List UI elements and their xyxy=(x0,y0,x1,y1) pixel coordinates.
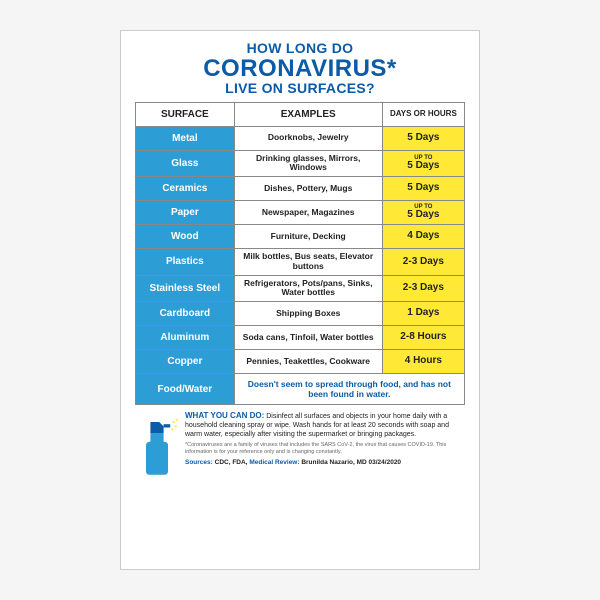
examples-cell: Milk bottles, Bus seats, Elevator button… xyxy=(234,249,382,276)
examples-cell: Furniture, Decking xyxy=(234,225,382,249)
examples-cell: Newspaper, Magazines xyxy=(234,201,382,225)
surface-cell: Aluminum xyxy=(136,326,235,350)
footer-block: WHAT YOU CAN DO: Disinfect all surfaces … xyxy=(135,411,465,477)
surface-cell: Food/Water xyxy=(136,374,235,405)
duration-cell: 2-3 Days xyxy=(382,275,464,302)
title-big: CORONAVIRUS* xyxy=(135,56,465,81)
examples-cell: Soda cans, Tinfoil, Water bottles xyxy=(234,326,382,350)
examples-cell: Pennies, Teakettles, Cookware xyxy=(234,350,382,374)
sources-label: Sources: xyxy=(185,459,213,466)
duration-cell: 2-3 Days xyxy=(382,249,464,276)
surface-cell: Plastics xyxy=(136,249,235,276)
spray-bottle-icon xyxy=(135,411,179,477)
surface-cell: Stainless Steel xyxy=(136,275,235,302)
table-row: GlassDrinking glasses, Mirrors, WindowsU… xyxy=(136,150,465,177)
foodwater-note: Doesn't seem to spread through food, and… xyxy=(234,374,464,405)
sources-val: CDC, FDA, xyxy=(213,459,249,466)
title-line3: LIVE ON SURFACES? xyxy=(225,80,375,96)
table-row: Stainless SteelRefrigerators, Pots/pans,… xyxy=(136,275,465,302)
table-row: CardboardShipping Boxes1 Days xyxy=(136,302,465,326)
header-examples: EXAMPLES xyxy=(234,102,382,126)
surface-cell: Metal xyxy=(136,126,235,150)
surface-cell: Copper xyxy=(136,350,235,374)
surface-cell: Ceramics xyxy=(136,177,235,201)
examples-cell: Drinking glasses, Mirrors, Windows xyxy=(234,150,382,177)
header-surface: SURFACE xyxy=(136,102,235,126)
duration-cell: 4 Hours xyxy=(382,350,464,374)
table-row: MetalDoorknobs, Jewelry5 Days xyxy=(136,126,465,150)
table-row: AluminumSoda cans, Tinfoil, Water bottle… xyxy=(136,326,465,350)
duration-cell: UP TO5 Days xyxy=(382,201,464,225)
examples-cell: Refrigerators, Pots/pans, Sinks, Water b… xyxy=(234,275,382,302)
table-row: WoodFurniture, Decking4 Days xyxy=(136,225,465,249)
surface-cell: Paper xyxy=(136,201,235,225)
footer-text: WHAT YOU CAN DO: Disinfect all surfaces … xyxy=(185,411,465,467)
duration-cell: 5 Days xyxy=(382,126,464,150)
sources-line: Sources: CDC, FDA, Medical Review: Bruni… xyxy=(185,459,465,467)
wycd-label: WHAT YOU CAN DO: xyxy=(185,411,264,420)
table-row: PlasticsMilk bottles, Bus seats, Elevato… xyxy=(136,249,465,276)
surface-cell: Glass xyxy=(136,150,235,177)
examples-cell: Doorknobs, Jewelry xyxy=(234,126,382,150)
table-header-row: SURFACE EXAMPLES DAYS OR HOURS xyxy=(136,102,465,126)
surface-cell: Wood xyxy=(136,225,235,249)
duration-cell: 2-8 Hours xyxy=(382,326,464,350)
medrev-label: Medical Review: xyxy=(249,459,299,466)
header-days: DAYS OR HOURS xyxy=(382,102,464,126)
examples-cell: Dishes, Pottery, Mugs xyxy=(234,177,382,201)
medrev-val: Brunilda Nazario, MD 03/24/2020 xyxy=(300,459,402,466)
surfaces-table: SURFACE EXAMPLES DAYS OR HOURS MetalDoor… xyxy=(135,102,465,406)
surface-cell: Cardboard xyxy=(136,302,235,326)
table-row-foodwater: Food/WaterDoesn't seem to spread through… xyxy=(136,374,465,405)
table-row: CeramicsDishes, Pottery, Mugs5 Days xyxy=(136,177,465,201)
examples-cell: Shipping Boxes xyxy=(234,302,382,326)
poster: HOW LONG DO CORONAVIRUS* LIVE ON SURFACE… xyxy=(120,30,480,570)
table-row: CopperPennies, Teakettles, Cookware4 Hou… xyxy=(136,350,465,374)
duration-cell: 4 Days xyxy=(382,225,464,249)
duration-cell: 1 Days xyxy=(382,302,464,326)
duration-cell: 5 Days xyxy=(382,177,464,201)
title-line1: HOW LONG DO xyxy=(247,40,354,56)
table-row: PaperNewspaper, MagazinesUP TO5 Days xyxy=(136,201,465,225)
duration-cell: UP TO5 Days xyxy=(382,150,464,177)
footnote: *Coronaviruses are a family of viruses t… xyxy=(185,442,465,455)
title-block: HOW LONG DO CORONAVIRUS* LIVE ON SURFACE… xyxy=(135,41,465,96)
